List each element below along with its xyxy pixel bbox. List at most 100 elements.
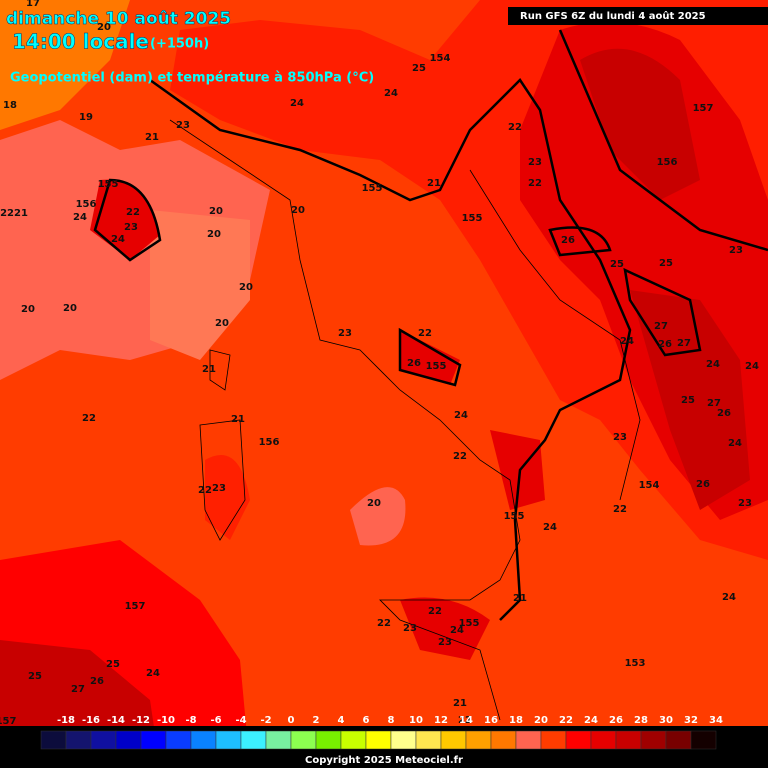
contour-label: 24 <box>728 438 742 449</box>
contour-label: 25 <box>610 259 624 270</box>
legend-label: 26 <box>609 715 623 726</box>
lead-time: (+150h) <box>150 37 209 52</box>
legend-label: -14 <box>107 715 125 726</box>
very-hot-zone <box>580 48 700 200</box>
contour-label: 27 <box>654 321 668 332</box>
legend-label: -8 <box>185 715 196 726</box>
legend-label: 34 <box>709 715 723 726</box>
contour-label: 24 <box>384 88 398 99</box>
contour-label: 21 <box>231 414 245 425</box>
contour-label: 25 <box>412 63 426 74</box>
legend-label: 20 <box>534 715 548 726</box>
legend-label: -12 <box>132 715 150 726</box>
hot-zone <box>205 455 250 540</box>
contour-label: 24 <box>290 98 304 109</box>
contour-label: 22 <box>377 618 391 629</box>
contour-label: 24 <box>450 625 464 636</box>
legend-label: 30 <box>659 715 673 726</box>
contour-label: 22 <box>418 328 432 339</box>
contour-label: 25 <box>106 659 120 670</box>
legend-swatch <box>590 730 617 750</box>
contour-label: 23 <box>528 157 542 168</box>
legend-label: 16 <box>484 715 498 726</box>
contour-label: 20 <box>97 22 111 33</box>
contour-label: 24 <box>706 359 720 370</box>
legend-swatch <box>40 730 67 750</box>
contour-label: 155 <box>98 179 119 190</box>
contour-label: 157 <box>125 601 146 612</box>
contour-label: 23 <box>176 120 190 131</box>
legend-swatch <box>215 730 242 750</box>
contour-label: 20 <box>367 498 381 509</box>
legend-label: 12 <box>434 715 448 726</box>
contour-label: 157 <box>693 103 714 114</box>
legend-swatch <box>290 730 317 750</box>
contour-label: 156 <box>259 437 280 448</box>
contour-label: 23 <box>438 637 452 648</box>
legend-swatch <box>515 730 542 750</box>
time-title: 14:00 locale <box>12 30 149 54</box>
contour-label: 26 <box>696 479 710 490</box>
contour-label: 23 <box>124 222 138 233</box>
contour-label: 21 <box>202 364 216 375</box>
contour-label: 22 <box>126 207 140 218</box>
legend-label: 18 <box>509 715 523 726</box>
contour-label: 20 <box>239 282 253 293</box>
legend-label: 4 <box>338 715 345 726</box>
contour-label: 27 <box>677 338 691 349</box>
legend-swatch <box>165 730 192 750</box>
legend-label: -18 <box>57 715 75 726</box>
contour-label: 26 <box>561 235 575 246</box>
legend-label: -6 <box>210 715 221 726</box>
contour-label: 20 <box>207 229 221 240</box>
contour-label: 157 <box>0 716 16 727</box>
contour-label: 26 <box>658 339 672 350</box>
copyright: Copyright 2025 Meteociel.fr <box>305 755 463 766</box>
contour-label: 27 <box>71 684 85 695</box>
contour-label: 154 <box>639 480 660 491</box>
cool-zone <box>350 487 406 546</box>
contour-label: 26 <box>407 358 421 369</box>
legend-label: -2 <box>260 715 271 726</box>
contour-label: 23 <box>729 245 743 256</box>
cool-zone <box>150 210 250 360</box>
contour-label: 23 <box>212 483 226 494</box>
contour-label: 21 <box>453 698 467 709</box>
legend-swatch <box>540 730 567 750</box>
contour-label: 156 <box>76 199 97 210</box>
warm-zone <box>0 0 130 130</box>
hot-zone <box>400 597 490 660</box>
legend-swatch <box>615 730 642 750</box>
legend-label: -16 <box>82 715 100 726</box>
contour-label: 23 <box>613 432 627 443</box>
legend-swatch <box>340 730 367 750</box>
contour-label: 19 <box>79 112 93 123</box>
contour-label: 23 <box>403 623 417 634</box>
legend-label: 32 <box>684 715 698 726</box>
contour-label: 22 <box>428 606 442 617</box>
contour-label: 155 <box>426 361 447 372</box>
contour-label: 20 <box>63 303 77 314</box>
field-description: Geopotentiel (dam) et température à 850h… <box>10 71 374 86</box>
contour-label: 24 <box>722 592 736 603</box>
legend-swatch <box>440 730 467 750</box>
run-info: Run GFS 6Z du lundi 4 août 2025 <box>520 10 706 22</box>
legend-swatch <box>665 730 692 750</box>
legend-swatch <box>465 730 492 750</box>
legend-swatch <box>265 730 292 750</box>
contour-label: 24 <box>73 212 87 223</box>
contour-label: 153 <box>625 658 646 669</box>
contour-label: 22 <box>198 485 212 496</box>
contour-label: 22 <box>508 122 522 133</box>
contour-label: 25 <box>659 258 673 269</box>
contour-label: 154 <box>430 53 451 64</box>
coastlines <box>169 119 641 721</box>
contour-label: 24 <box>620 336 634 347</box>
legend-label: 24 <box>584 715 598 726</box>
legend-swatch <box>65 730 92 750</box>
legend-swatch <box>315 730 342 750</box>
contour-label: 22 <box>453 451 467 462</box>
contour-label: 21 <box>145 132 159 143</box>
legend-label: 6 <box>363 715 370 726</box>
legend-label: -4 <box>235 715 246 726</box>
